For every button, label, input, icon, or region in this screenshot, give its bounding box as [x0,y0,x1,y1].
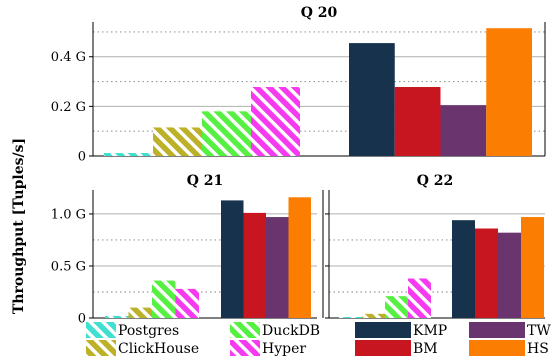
legend-item-clickhouse: ClickHouse [86,340,199,357]
legend-swatch [355,322,411,338]
y-tick-label: 0.5 G [51,259,86,274]
panel-q21: 0 0.5 G 1.0 G Q 21 [51,173,317,327]
bar-q20-postgres [104,153,153,156]
panel-q20: 0 0.2 G 0.4 G Q 20 [51,5,546,165]
legend-label: TW [527,323,551,339]
legend-swatch [355,340,411,356]
bar-q21-clickhouse [128,307,152,318]
legend-swatch [230,322,260,338]
legend-swatch [469,340,525,356]
y-tick-label: 0 [78,150,86,165]
y-tick-label: 0 [78,312,86,327]
panel-q22: Q 22 [325,173,545,319]
bar-q20-bm [394,87,441,156]
legend-label: Hyper [262,341,306,357]
y-tick-label: 0.2 G [51,100,86,115]
bar-q21-postgres [105,315,129,318]
y-tick-label: 1.0 G [51,207,86,222]
bar-q20-kmp [349,43,395,157]
bar-q22-postgres [339,317,362,318]
panel-title: Q 20 [301,5,338,21]
legend-label: ClickHouse [118,341,199,357]
bar-q22-hs [521,217,544,318]
bar-q22-hyper [408,278,431,318]
y-tick-label: 0.4 G [51,50,86,65]
bar-q22-bm [475,228,498,318]
panel-title: Q 21 [187,173,224,189]
bar-q20-clickhouse [153,127,202,156]
legend-label: HS [527,341,549,357]
legend-swatch [469,322,525,338]
legend-item-hyper: Hyper [230,340,306,357]
legend-swatch [86,340,116,356]
legend-item-duckdb: DuckDB [230,322,320,339]
legend-label: Postgres [118,323,179,339]
legend-item-postgres: Postgres [86,322,179,339]
bar-q20-hs [486,28,532,156]
bar-q21-duckdb [152,280,176,318]
legend-item-hs: HS [469,340,549,357]
bar-q22-kmp [452,220,475,318]
bar-q22-clickhouse [362,313,385,318]
bar-q22-duckdb [385,296,408,318]
legend: Postgres ClickHouse DuckDB Hyper KMP BM TW HS [86,322,551,357]
legend-swatch [86,322,116,338]
y-axis-label: Throughput [Tuples/s] [11,138,27,314]
bar-q21-bm [243,212,266,318]
bar-q21-tw [266,217,289,318]
bar-q20-duckdb [202,111,251,156]
bar-q21-hs [288,197,311,318]
bar-q22-tw [498,232,521,318]
bar-q21-hyper [175,288,199,318]
legend-item-bm: BM [355,340,438,357]
legend-item-tw: TW [469,322,551,339]
bar-q20-tw [440,105,487,156]
bar-q20-hyper [251,87,300,156]
legend-swatch [230,340,260,356]
legend-label: BM [413,341,438,357]
legend-label: DuckDB [262,323,320,339]
bar-q21-kmp [221,200,244,318]
panel-title: Q 22 [417,173,454,189]
legend-label: KMP [413,323,447,339]
legend-item-kmp: KMP [355,322,447,339]
